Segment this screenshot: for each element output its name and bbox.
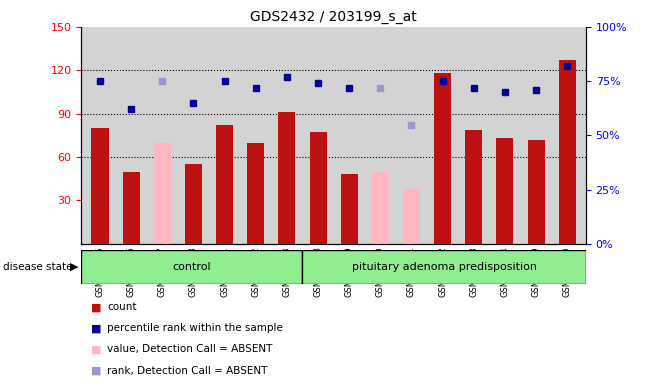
Text: count: count [107,302,137,312]
Text: control: control [173,262,211,272]
Bar [527,140,545,244]
Text: percentile rank within the sample: percentile rank within the sample [107,323,283,333]
Bar [302,250,586,284]
Bar [465,129,482,244]
Bar [185,164,202,244]
Text: pituitary adenoma predisposition: pituitary adenoma predisposition [352,262,536,272]
Bar [372,172,389,244]
Text: ■: ■ [91,366,102,376]
Bar [154,142,171,244]
Bar [81,250,302,284]
Bar [122,172,140,244]
Bar [309,132,327,244]
Text: rank, Detection Call = ABSENT: rank, Detection Call = ABSENT [107,366,268,376]
Bar [216,125,233,244]
Text: disease state: disease state [3,262,73,272]
Bar [92,128,109,244]
Text: ■: ■ [91,302,102,312]
Bar [279,112,296,244]
Text: ▶: ▶ [70,262,79,272]
Bar [559,60,575,244]
Title: GDS2432 / 203199_s_at: GDS2432 / 203199_s_at [250,10,417,25]
Bar [496,138,514,244]
Text: value, Detection Call = ABSENT: value, Detection Call = ABSENT [107,344,273,354]
Bar [247,142,264,244]
Bar [340,174,358,244]
Bar [434,73,451,244]
Text: ■: ■ [91,323,102,333]
Text: ■: ■ [91,344,102,354]
Bar [403,189,420,244]
